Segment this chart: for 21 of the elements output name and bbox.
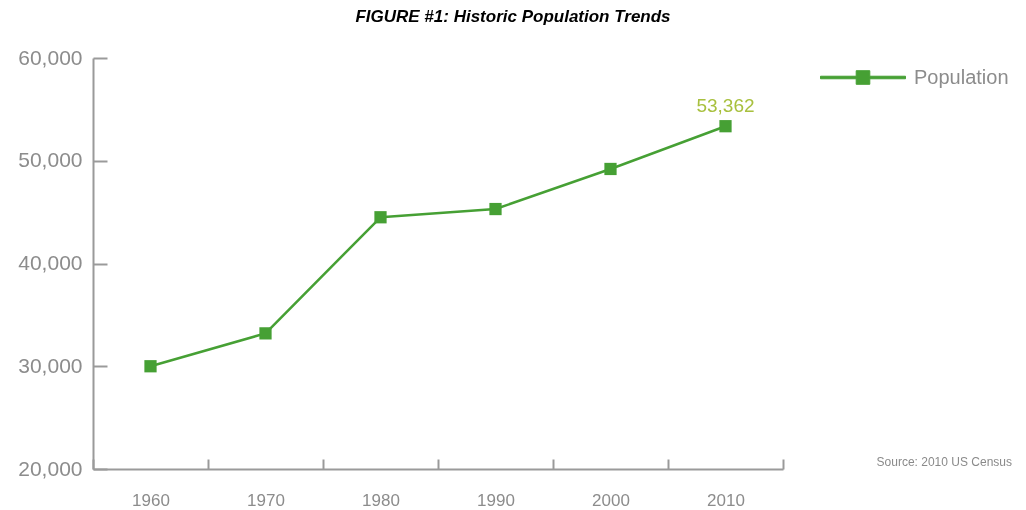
y-tick-label: 20,000 <box>18 456 83 480</box>
data-label: 53,362 <box>696 95 755 117</box>
point <box>259 327 272 340</box>
point <box>374 211 387 224</box>
x-tick-label: 1990 <box>477 490 515 510</box>
chart-title: FIGURE #1: Historic Population Trends <box>354 7 672 27</box>
x-tick-label: 2000 <box>592 490 630 510</box>
legend-label: Population <box>914 65 1009 88</box>
y-tick-label: 60,000 <box>18 45 83 69</box>
x-tick-label: 1980 <box>362 490 400 510</box>
x-tick-label: 1960 <box>132 490 170 510</box>
source-note: Source: 2010 US Census <box>876 455 1012 469</box>
y-tick-label: 30,000 <box>18 353 83 377</box>
y-tick-label: 50,000 <box>18 148 83 172</box>
point <box>144 360 157 373</box>
point <box>604 162 617 176</box>
point <box>719 120 732 133</box>
x-tick-label: 2010 <box>707 490 745 510</box>
x-tick-label: 1970 <box>247 490 285 510</box>
y-tick-label: 40,000 <box>18 251 83 274</box>
point <box>489 202 502 216</box>
